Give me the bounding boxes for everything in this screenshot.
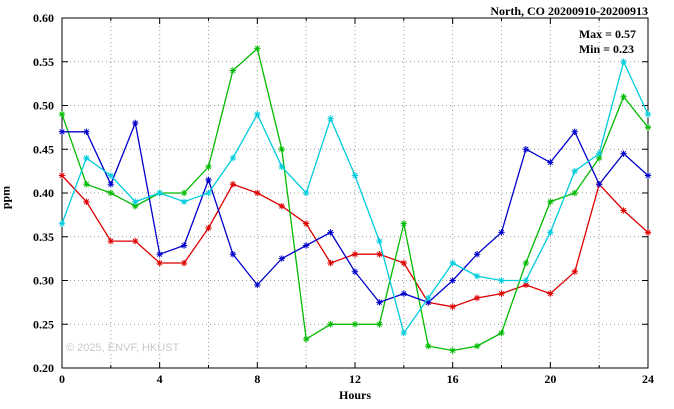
y-axis-label: ppm xyxy=(0,185,13,210)
series-red-line xyxy=(61,175,649,308)
x-tick-label: 20 xyxy=(544,372,556,386)
max-label: Max = 0.57 xyxy=(578,27,636,41)
y-tick-label: 0.20 xyxy=(33,361,54,375)
x-tick-label: 4 xyxy=(157,372,163,386)
x-tick-label: 8 xyxy=(254,372,260,386)
y-tick-label: 0.50 xyxy=(33,99,54,113)
y-tick-label: 0.30 xyxy=(33,274,54,288)
minmax-annotation: Max = 0.57 Min = 0.23 xyxy=(579,27,636,57)
watermark: © 2025, ENVF, HKUST xyxy=(66,342,180,354)
y-tick-label: 0.25 xyxy=(33,317,54,331)
x-tick-label: 0 xyxy=(59,372,65,386)
x-tick-label: 12 xyxy=(349,372,361,386)
y-tick-label: 0.35 xyxy=(33,230,54,244)
series-blue-markers xyxy=(58,119,652,306)
y-tick-label: 0.40 xyxy=(33,186,54,200)
series-green-markers xyxy=(58,45,652,354)
series-cyan-markers xyxy=(58,58,652,337)
series-blue-line xyxy=(62,120,649,304)
x-tick-label: 24 xyxy=(642,372,654,386)
y-tick-label: 0.45 xyxy=(33,142,54,156)
x-tick-label: 16 xyxy=(447,372,459,386)
min-label: Min = 0.23 xyxy=(578,42,634,56)
y-tick-label: 0.55 xyxy=(33,55,54,69)
y-tick-label: 0.60 xyxy=(33,11,54,25)
x-axis-label: Hours xyxy=(338,388,371,402)
chart-title: North, CO 20200910-20200913 xyxy=(490,4,648,18)
